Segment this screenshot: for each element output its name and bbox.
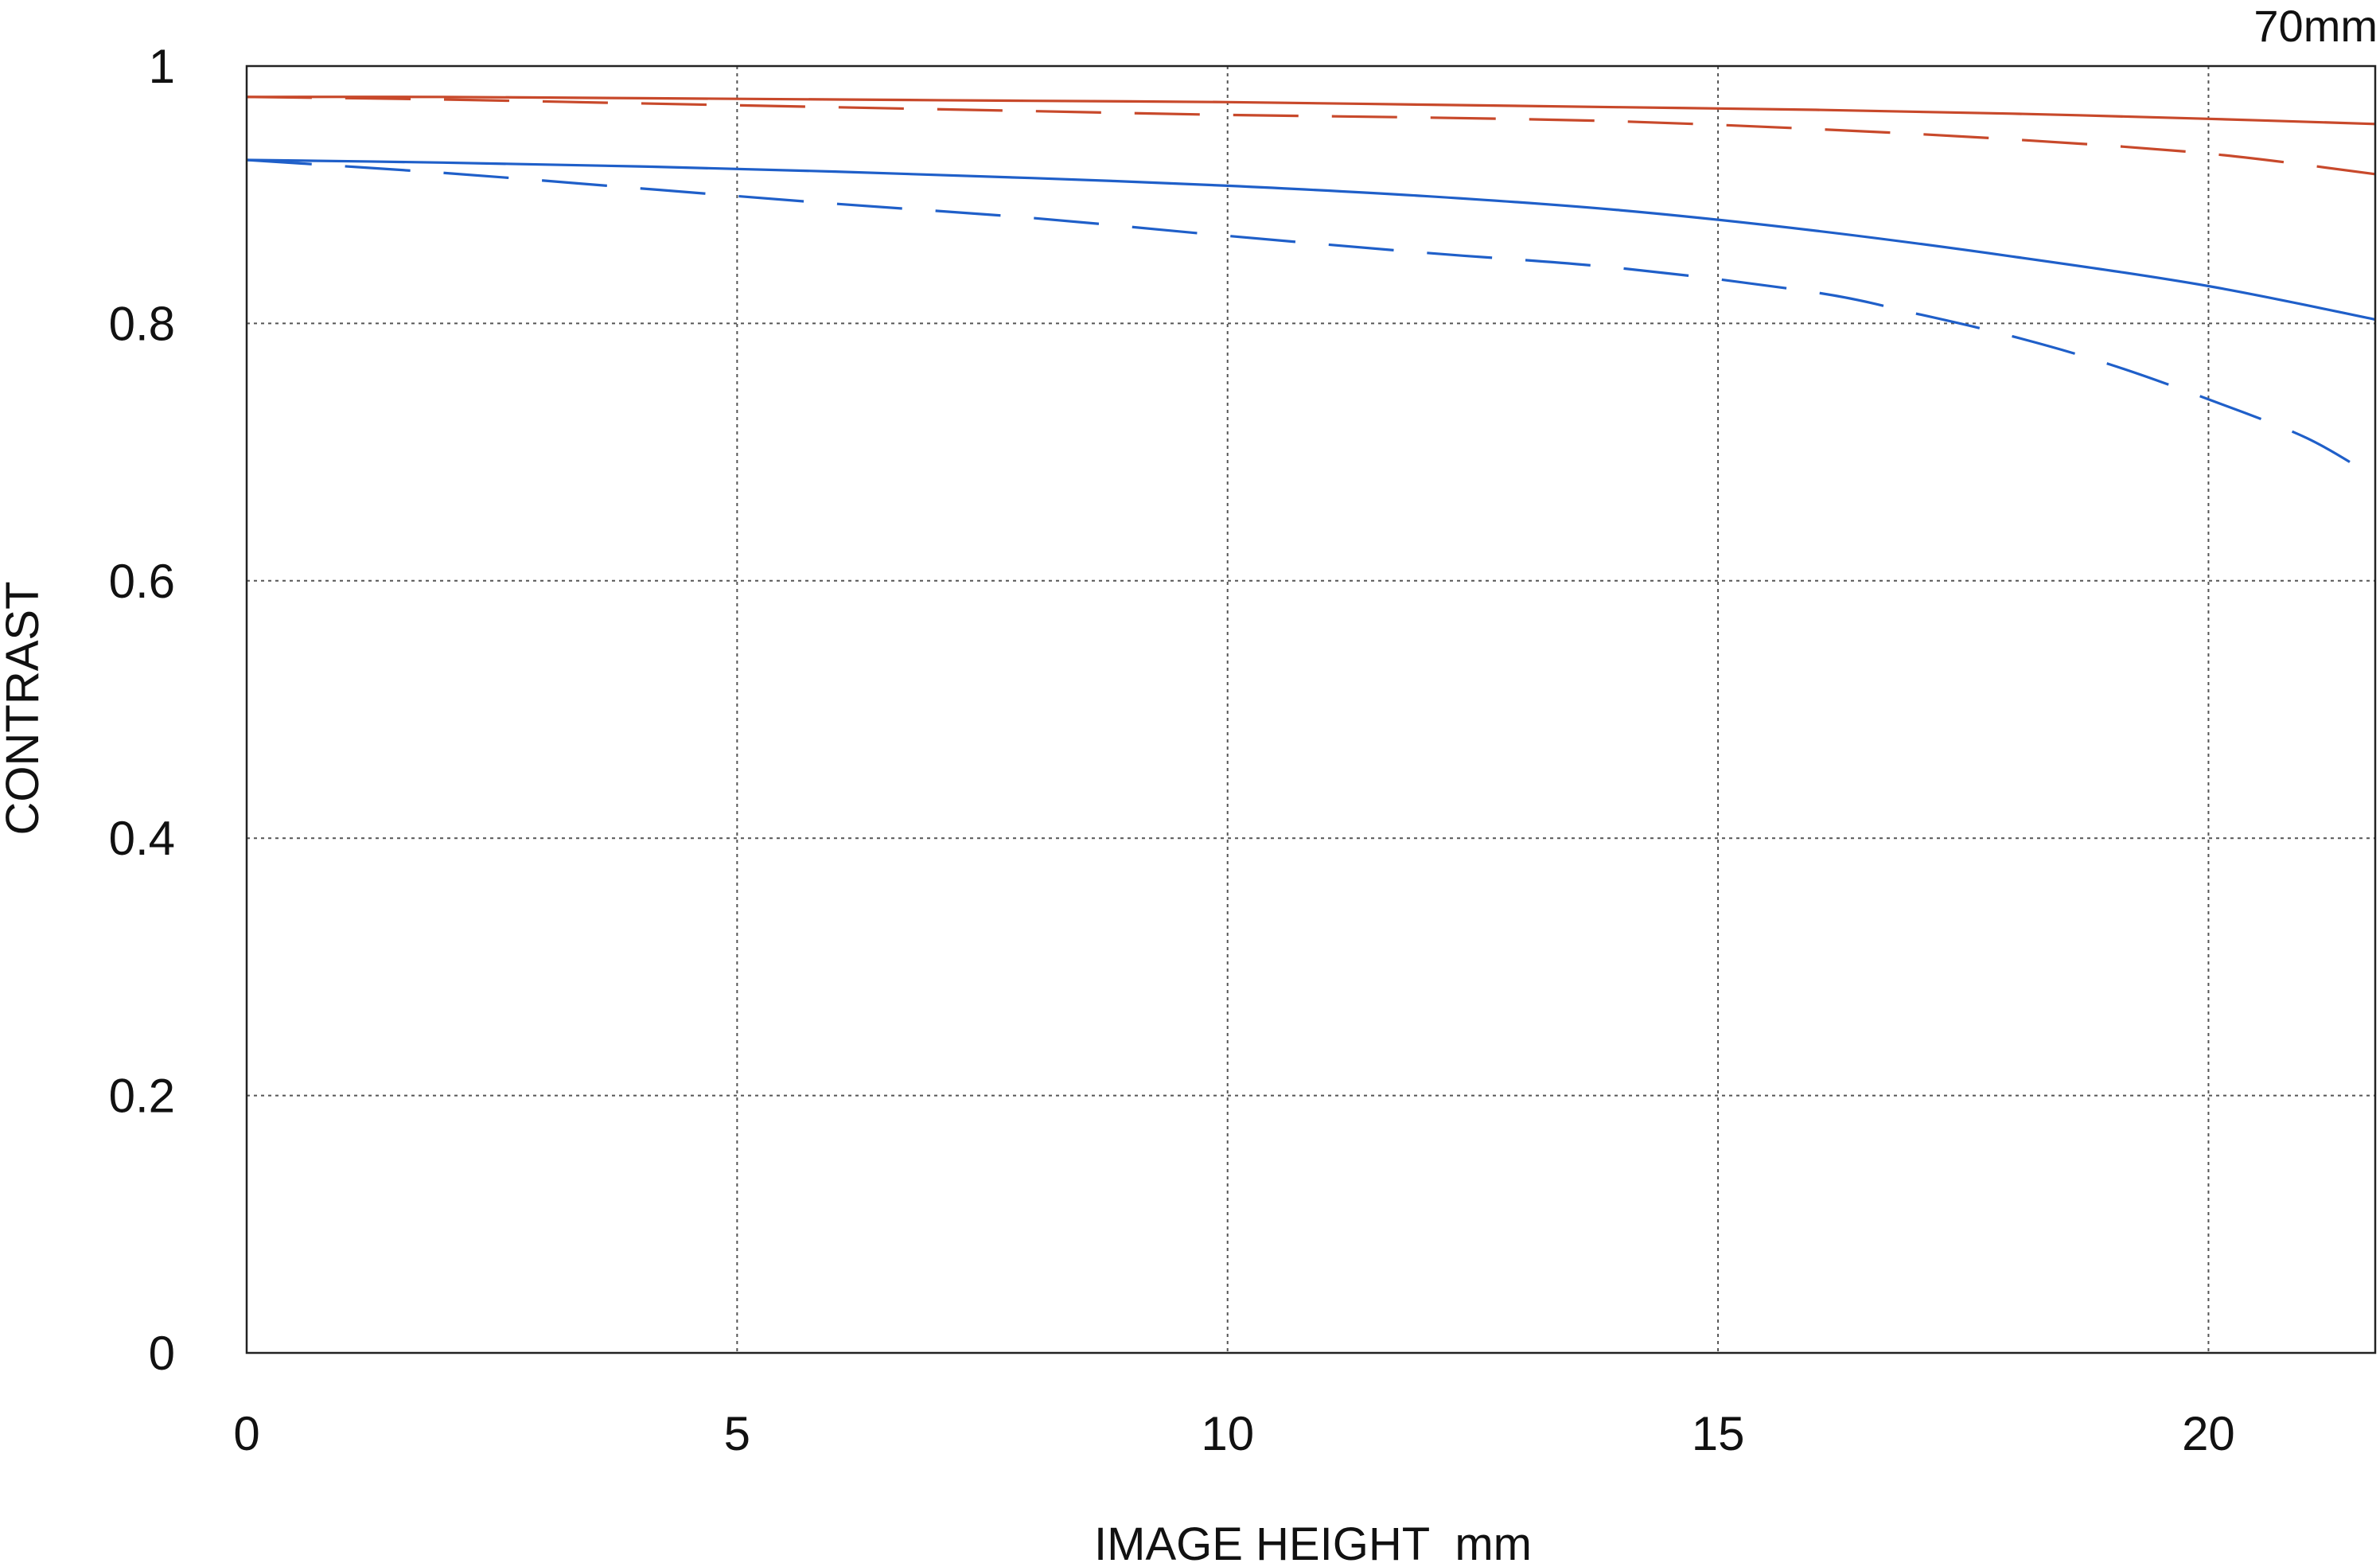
x-tick-label: 0 [233, 1407, 259, 1460]
dashed-blue-series-line [246, 158, 2376, 479]
x-tick-label: 10 [1201, 1407, 1254, 1460]
plot-frame [245, 64, 2377, 1354]
y-tick-labels: 0 0.2 0.4 0.6 0.8 1 [109, 40, 175, 1380]
x-tick-label: 5 [724, 1407, 750, 1460]
dashed-red-series-line [246, 95, 2376, 176]
x-axis-label: IMAGE HEIGHT mm [1094, 1518, 1532, 1563]
y-tick-label: 1 [149, 40, 175, 93]
y-axis-label: CONTRAST [0, 582, 49, 836]
x-tick-label: 20 [2182, 1407, 2235, 1460]
y-tick-label: 0.4 [109, 812, 175, 865]
y-tick-label: 0.6 [109, 555, 175, 608]
y-tick-label: 0.2 [109, 1070, 175, 1123]
grid-lines [247, 66, 2375, 1353]
solid-red-series-line [246, 95, 2376, 126]
series-lines [246, 95, 2376, 479]
x-tick-label: 15 [1692, 1407, 1745, 1460]
y-tick-label: 0.8 [109, 297, 175, 350]
y-tick-label: 0 [149, 1327, 175, 1380]
focal-length-label: 70mm [2253, 1, 2378, 51]
x-tick-labels: 0 5 10 15 20 [233, 1407, 2235, 1460]
solid-blue-series-line [246, 158, 2376, 322]
